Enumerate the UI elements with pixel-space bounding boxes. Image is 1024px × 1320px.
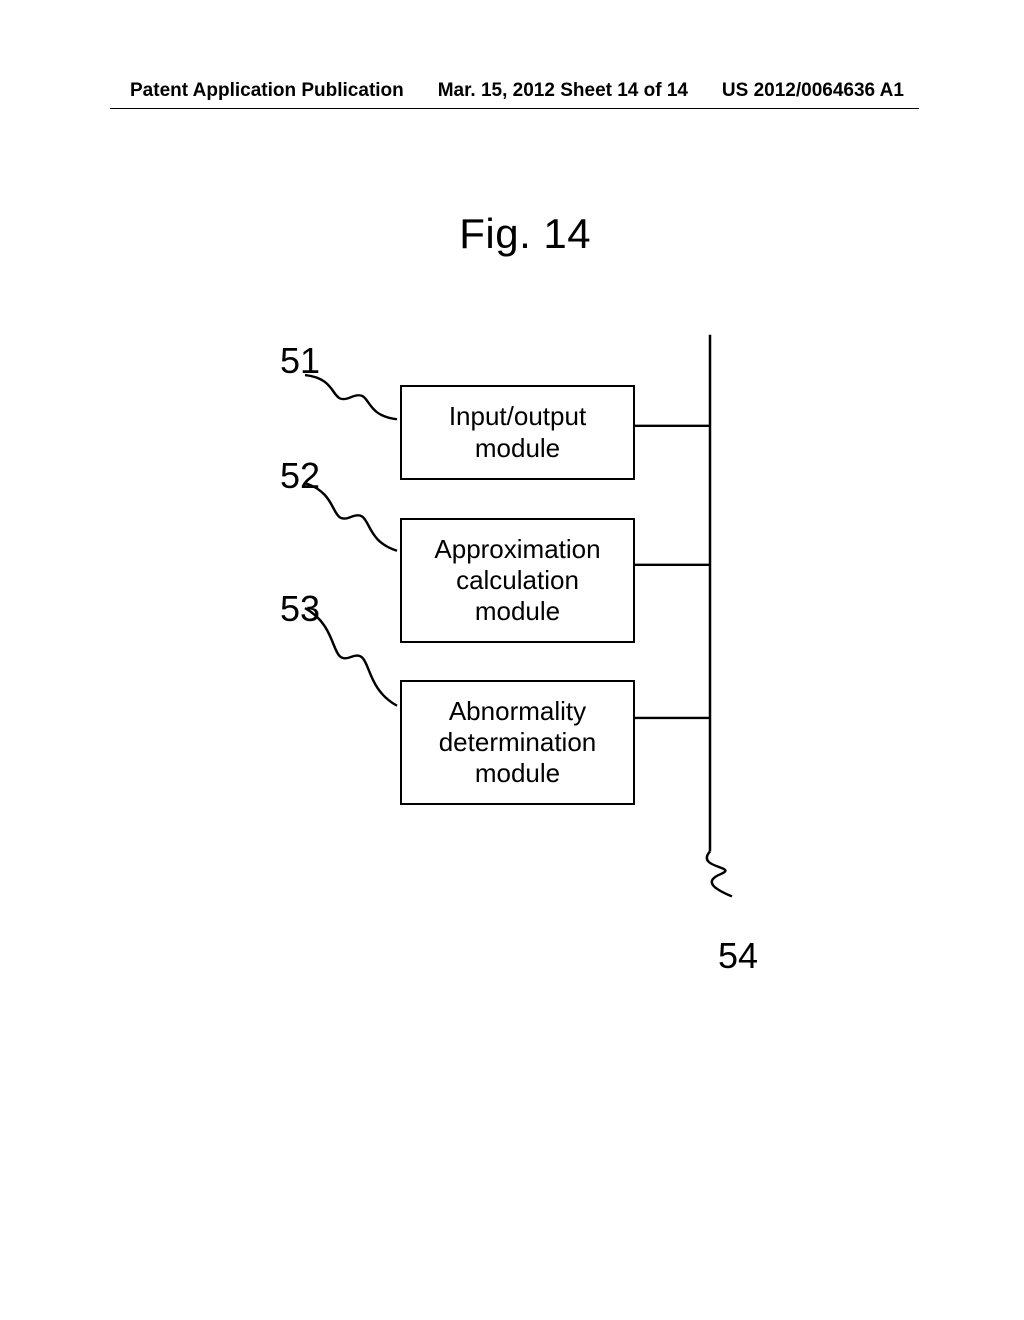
header-publication-number: US 2012/0064636 A1	[722, 80, 904, 102]
module-abnorm: Abnormality determination module	[400, 680, 635, 805]
module-approx: Approximation calculation module	[400, 518, 635, 643]
module-io: Input/output module	[400, 385, 635, 480]
ref-54: 54	[718, 935, 758, 977]
page-header: Patent Application Publication Mar. 15, …	[0, 80, 1024, 102]
ref-51: 51	[280, 340, 320, 382]
header-publication-type: Patent Application Publication	[130, 80, 404, 102]
figure-title: Fig. 14	[459, 210, 591, 258]
ref-52: 52	[280, 455, 320, 497]
ref-53: 53	[280, 588, 320, 630]
header-divider	[110, 108, 919, 109]
diagram: Input/output module 51 Approximation calcu…	[270, 330, 770, 950]
header-date-sheet: Mar. 15, 2012 Sheet 14 of 14	[438, 80, 688, 102]
